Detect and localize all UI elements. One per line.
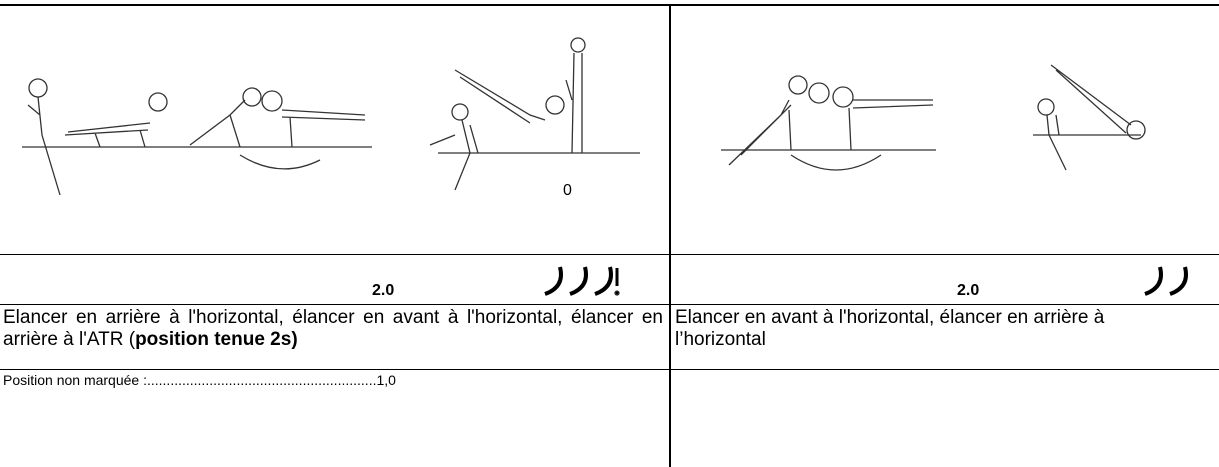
deduction: Position non marquée :..................… [3, 372, 396, 388]
difficulty-symbols [1144, 266, 1188, 296]
description-bold: position tenue 2s) [135, 329, 298, 350]
score: 2.0 [372, 282, 395, 299]
divider [669, 4, 671, 467]
gymnast-sketch-left: 0 [22, 37, 640, 199]
border [0, 254, 1219, 255]
description: Elancer en arrière à l'horizontal, élanc… [3, 307, 663, 351]
border [0, 304, 1219, 305]
score: 2.0 [957, 282, 980, 299]
border [0, 369, 1219, 370]
caption: 0 [563, 182, 572, 199]
difficulty-symbols [544, 266, 620, 296]
description-text: Elancer en arrière à l'horizontal, élanc… [3, 307, 663, 350]
description: Elancer en avant à l'horizontal, élancer… [675, 307, 1105, 350]
border [0, 4, 1219, 6]
gymnast-sketch-right [721, 64, 1146, 171]
